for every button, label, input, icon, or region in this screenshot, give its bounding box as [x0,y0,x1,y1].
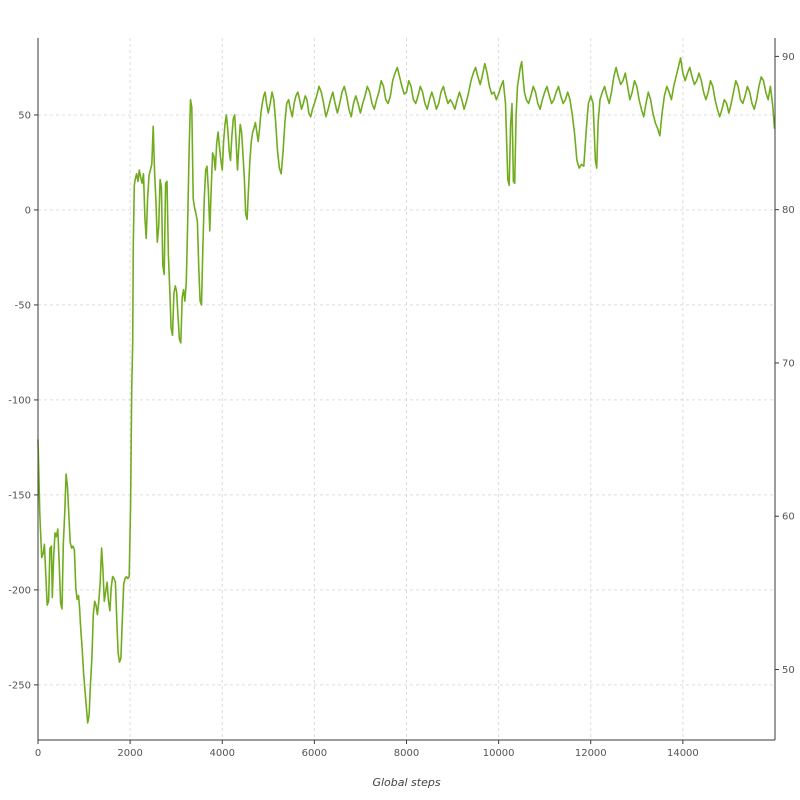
y-tick-label-left: 50 [18,110,31,121]
x-tick-label: 12000 [575,748,607,759]
y-tick-label-left: -100 [8,395,31,406]
x-tick-label: 10000 [483,748,515,759]
x-tick-label: 2000 [117,748,142,759]
x-tick-label: 6000 [302,748,327,759]
y-tick-label-left: -200 [8,585,31,596]
y-tick-label-right: 80 [782,205,795,216]
y-tick-label-left: -150 [8,490,31,501]
y-tick-label-right: 90 [782,52,795,63]
x-tick-label: 0 [35,748,41,759]
y-tick-label-left: 0 [25,205,31,216]
x-tick-label: 8000 [394,748,419,759]
y-tick-label-right: 60 [782,512,795,523]
series-line [37,57,776,724]
y-tick-label-right: 50 [782,665,795,676]
y-tick-label-left: -250 [8,680,31,691]
y-tick-label-right: 70 [782,358,795,369]
y-tick-label-left: -50 [15,300,31,311]
x-axis-title: Global steps [372,776,441,789]
x-tick-label: 14000 [667,748,699,759]
x-tick-label: 4000 [210,748,235,759]
